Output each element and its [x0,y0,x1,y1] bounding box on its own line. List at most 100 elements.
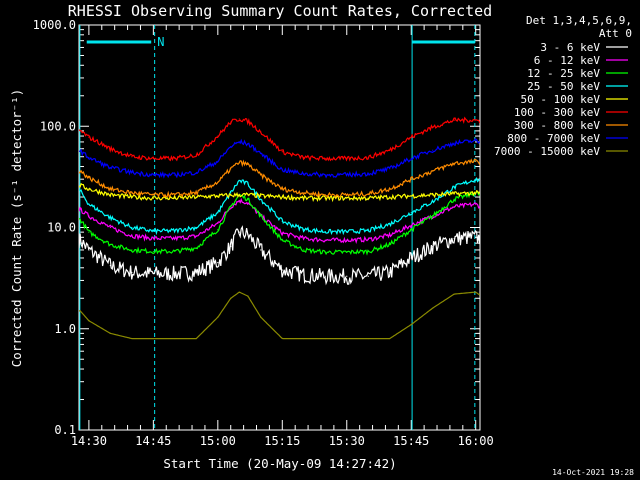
data-point [247,143,249,145]
series-line [79,197,480,244]
data-point [410,323,412,326]
data-point [324,251,326,253]
data-point [238,118,240,120]
data-point [346,337,348,340]
data-point [230,194,232,196]
data-point [410,229,412,231]
data-point [217,229,219,231]
data-point [260,316,262,318]
data-point [475,291,477,293]
data-point [410,257,412,259]
data-point [346,239,348,241]
data-point [217,316,219,318]
series-line [79,190,480,256]
data-point [217,160,219,162]
data-point [453,293,455,295]
data-point [152,194,154,196]
data-point [367,337,369,340]
x-tick-label: 15:45 [393,434,429,448]
data-point [174,194,176,196]
data-point [281,239,283,241]
data-point [195,192,197,194]
data-point [453,193,455,195]
data-point [174,337,176,340]
data-point [324,174,326,176]
data-point [247,183,249,185]
data-point [152,250,154,253]
data-point [109,188,111,190]
data-point [367,197,369,199]
data-point [367,157,369,159]
y-tick-label: 100.0 [40,119,76,133]
data-point [230,245,232,248]
data-point [247,120,249,122]
data-point [432,201,434,203]
data-point [346,174,348,176]
data-point [346,231,348,233]
data-point [281,269,283,271]
data-point [453,186,455,188]
data-point [195,271,197,274]
data-point [88,320,90,322]
data-point [346,194,348,196]
data-point [475,236,477,238]
data-point [260,131,262,133]
data-point [281,337,283,340]
legend-label: 25 - 50 keV [527,80,600,93]
data-point [410,195,412,197]
data-point [230,145,232,148]
data-point [281,188,283,190]
plot-frame [78,24,481,431]
data-point [303,173,305,175]
data-point [79,209,81,211]
legend-label: 12 - 25 keV [527,67,600,80]
data-point [260,195,262,197]
data-point [195,235,197,237]
data-point [217,262,219,264]
data-point [389,196,391,198]
data-point [484,164,485,165]
data-point [174,157,176,160]
data-point [324,157,326,160]
data-point [230,168,232,170]
data-point [109,332,111,334]
data-point [131,156,133,158]
data-point [247,198,249,200]
data-point [475,178,477,180]
data-point [410,178,412,180]
x-axis-label: Start Time (20-May-09 14:27:42) [163,456,396,471]
saa-bar-label: N [157,35,164,49]
data-point [346,157,348,160]
data-point [79,310,81,312]
data-point [303,192,305,194]
x-tick-label: 14:45 [135,434,171,448]
data-point [281,169,283,171]
data-point [389,337,391,340]
series-line [79,158,480,199]
data-point [109,217,111,219]
data-point [367,193,369,195]
legend-header: Att 0 [599,27,632,40]
data-point [389,149,391,151]
data-point [410,157,412,160]
data-point [238,291,240,293]
series-line [79,182,480,203]
data-point [484,240,485,241]
data-point [109,194,111,196]
data-point [324,239,326,241]
data-point [88,136,90,138]
data-point [230,121,232,123]
data-point [324,231,326,233]
y-tick-label: 10.0 [47,221,76,235]
legend-label: 6 - 12 keV [534,54,601,67]
data-point [152,237,154,240]
data-point [367,173,369,175]
data-point [174,197,176,199]
legend-label: 50 - 100 keV [521,93,601,106]
data-point [174,273,176,275]
data-point [432,149,434,151]
data-point [195,171,197,174]
legend-label: 7000 - 15000 keV [494,145,600,158]
x-tick-label: 16:00 [458,434,494,448]
data-point [88,188,90,190]
